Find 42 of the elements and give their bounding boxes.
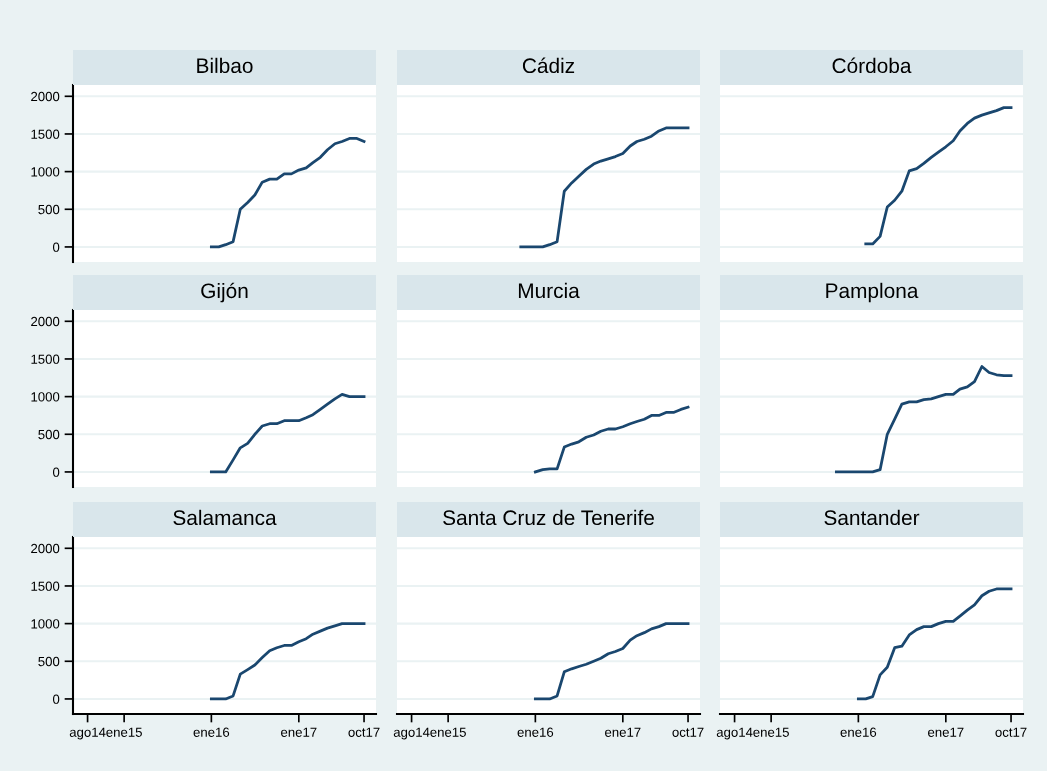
x-tick-label: ene16 [193,727,230,737]
y-tick-label: 0 [52,694,60,704]
y-tick-label: 1500 [31,129,60,139]
y-tick-label: 500 [38,204,60,215]
y-tick-label: 1500 [31,354,60,364]
chart-title: Santa Cruz de Tenerife [443,509,654,526]
chart-title: Santander [824,509,920,526]
chart-title: Gijón [201,282,248,303]
x-tick-label: ago14 [393,727,430,740]
chart-title: Salamanca [173,509,277,526]
x-tick-label: ene16 [517,727,554,737]
y-tick-label: 2000 [31,316,60,327]
line-series [209,622,366,701]
line-series [209,392,366,474]
chart-title: Cádiz [522,57,575,74]
chart-title: Pamplona [826,282,919,303]
x-tick-label: ago14 [716,727,753,740]
chart-title: Córdoba [832,57,912,74]
y-tick-label: 1000 [31,392,60,402]
chart-title: Bilbao [197,57,253,74]
y-tick-label: 0 [52,242,60,252]
chart-title: Murcia [518,282,580,299]
y-tick-label: 1500 [31,581,60,591]
x-tick-label: ene15 [430,727,466,737]
y-tick-label: 1000 [31,167,60,177]
x-tick-label: ene16 [840,727,877,737]
x-tick-label: oct17 [995,727,1027,737]
y-tick-label: 500 [38,429,60,440]
line-series [209,137,366,249]
x-tick-label: ene17 [928,727,964,737]
y-tick-label: 1000 [31,619,60,629]
x-tick-label: oct17 [672,727,704,737]
x-tick-label: oct17 [348,727,380,737]
x-tick-label: ene17 [605,727,641,737]
y-tick-label: 500 [38,656,60,667]
y-tick-label: 2000 [31,91,60,102]
x-tick-label: ene17 [281,727,317,737]
y-tick-label: 2000 [31,543,60,554]
y-tick-label: 0 [52,467,60,477]
x-tick-label: ago14 [69,727,106,740]
x-tick-label: ene15 [753,727,789,737]
x-tick-label: ene15 [106,727,142,737]
